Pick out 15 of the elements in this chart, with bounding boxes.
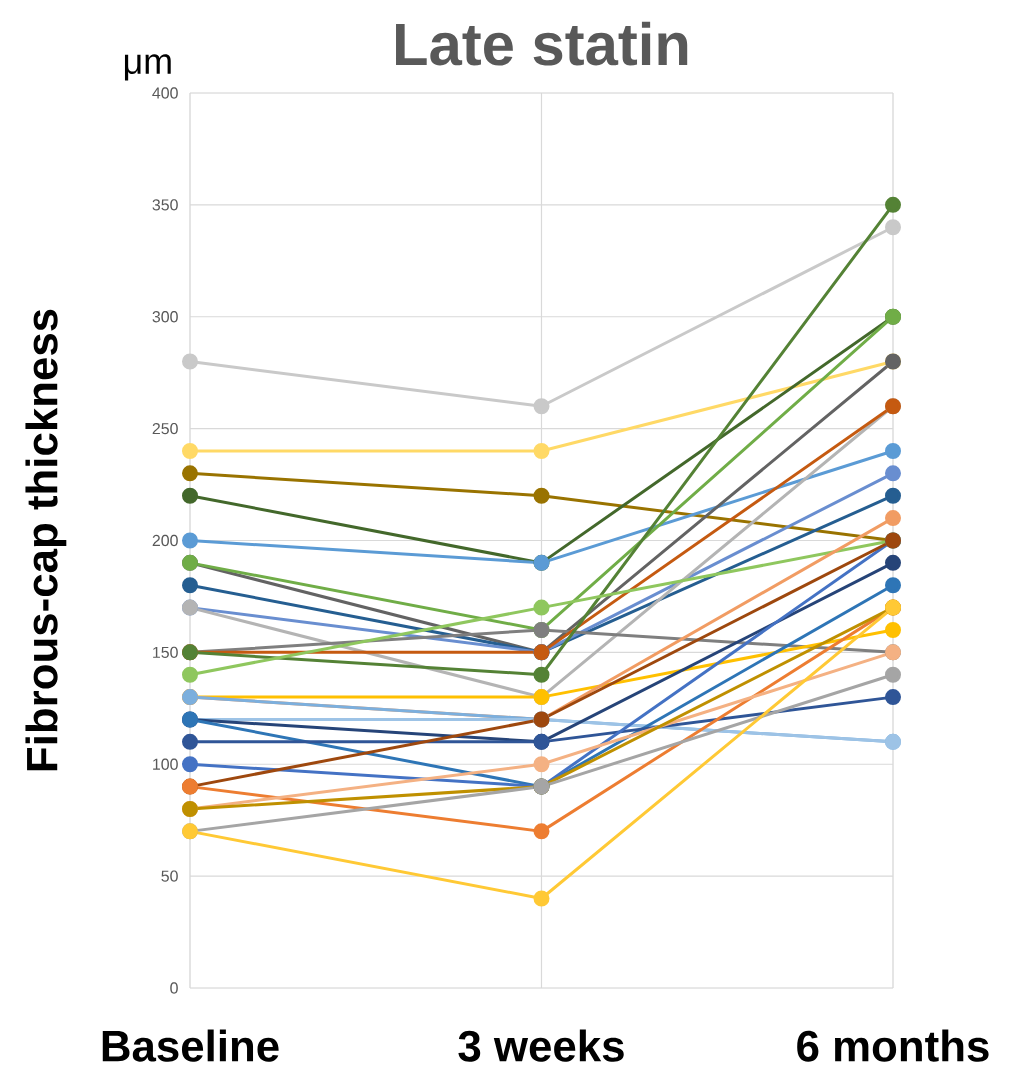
y-tick-label: 150 xyxy=(153,646,178,659)
x-tick-label: 3 weeks xyxy=(458,1029,624,1062)
y-tick-label: 300 xyxy=(152,311,178,323)
y-tick-label: 100 xyxy=(153,758,178,770)
y-tick-label: 50 xyxy=(161,870,178,882)
y-axis-title: Fibrous-cap thickness xyxy=(25,309,67,771)
x-tick-label: 6 months xyxy=(797,1029,989,1062)
y-tick-label: 200 xyxy=(152,534,178,547)
y-tick-label: 400 xyxy=(152,87,178,99)
text: μm xyxy=(124,54,171,81)
x-tick-label: Baseline xyxy=(102,1029,279,1062)
y-tick-label: 350 xyxy=(152,199,178,211)
chart-title: Late statin xyxy=(396,21,688,66)
y-tick-label: 250 xyxy=(152,422,178,435)
y-tick-label: 0 xyxy=(170,982,178,994)
